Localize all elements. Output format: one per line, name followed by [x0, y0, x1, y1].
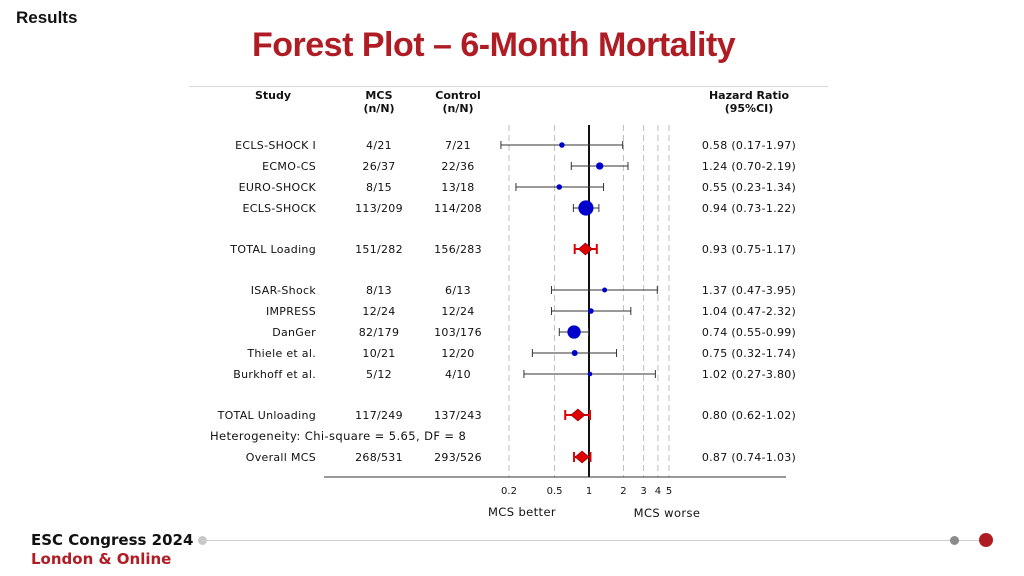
- mcs-count: 26/37: [362, 160, 395, 173]
- mcs-count: 113/209: [355, 202, 403, 215]
- x-label-left: MCS better: [488, 505, 556, 519]
- mcs-count: 4/21: [366, 139, 392, 152]
- mcs-count: 8/15: [366, 181, 392, 194]
- study-point: [571, 350, 578, 356]
- study-label: ISAR-Shock: [251, 284, 317, 297]
- heterogeneity-text: Heterogeneity: Chi-square = 5.65, DF = 8: [210, 429, 466, 443]
- mcs-count: 268/531: [355, 451, 403, 464]
- pooled-diamond: [570, 408, 586, 422]
- hazard-ratio-text: 0.80 (0.62-1.02): [702, 409, 796, 422]
- study-label: ECLS-SHOCK I: [235, 139, 316, 152]
- hazard-ratio-text: 0.94 (0.73-1.22): [702, 202, 796, 215]
- study-label: ECMO-CS: [262, 160, 316, 173]
- footer-location: London & Online: [31, 550, 172, 568]
- hazard-ratio-text: 0.75 (0.32-1.74): [702, 347, 796, 360]
- x-tick-label: 0.5: [547, 486, 563, 497]
- study-point: [596, 162, 604, 170]
- control-count: 13/18: [441, 181, 474, 194]
- study-label: Overall MCS: [246, 451, 316, 464]
- mcs-count: 151/282: [355, 243, 403, 256]
- header-control-sub: (n/N): [442, 102, 473, 115]
- study-label: ECLS-SHOCK: [242, 202, 316, 215]
- study-label: TOTAL Unloading: [217, 409, 316, 422]
- hazard-ratio-text: 1.24 (0.70-2.19): [702, 160, 796, 173]
- control-count: 7/21: [445, 139, 471, 152]
- forest-plot-svg: Study MCS(n/N)Control(n/N)Hazard Ratio(95…: [210, 89, 796, 520]
- study-point: [567, 325, 581, 339]
- x-tick-label: 3: [640, 486, 646, 497]
- header-hazard-ratio: Hazard Ratio: [709, 89, 790, 102]
- control-count: 156/283: [434, 243, 482, 256]
- study-point: [578, 200, 594, 216]
- hazard-ratio-text: 0.93 (0.75-1.17): [702, 243, 796, 256]
- study-point: [556, 184, 563, 190]
- control-count: 293/526: [434, 451, 482, 464]
- x-tick-label: 0.2: [501, 486, 517, 497]
- footer-dot-middle: [950, 536, 959, 545]
- header-hazard-ratio-sub: (95%CI): [725, 102, 774, 115]
- study-point: [587, 371, 593, 377]
- hazard-ratio-text: 1.04 (0.47-2.32): [702, 305, 796, 318]
- mcs-count: 5/12: [366, 368, 392, 381]
- footer-dot-right: [979, 533, 993, 547]
- hazard-ratio-text: 1.02 (0.27-3.80): [702, 368, 796, 381]
- control-count: 12/20: [441, 347, 474, 360]
- hazard-ratio-text: 0.74 (0.55-0.99): [702, 326, 796, 339]
- study-label: Burkhoff et al.: [233, 368, 316, 381]
- control-count: 103/176: [434, 326, 482, 339]
- mcs-count: 12/24: [362, 305, 395, 318]
- footer-brand: ESC Congress 2024 London & Online: [31, 531, 193, 568]
- footer-congress: ESC Congress 2024: [31, 531, 194, 549]
- control-count: 22/36: [441, 160, 474, 173]
- forest-plot: Study MCS (n/N) Control (n/N) Hazard Ratio (95…: [189, 86, 828, 527]
- x-label-right: MCS worse: [634, 506, 701, 520]
- study-label: EURO-SHOCK: [239, 181, 317, 194]
- study-point: [602, 287, 608, 293]
- header-mcs-sub: (n/N): [363, 102, 394, 115]
- study-label: IMPRESS: [266, 305, 316, 318]
- study-point: [559, 142, 565, 148]
- control-count: 4/10: [445, 368, 471, 381]
- study-label: Thiele et al.: [246, 347, 316, 360]
- header-study: Study: [255, 89, 291, 102]
- x-tick-label: 4: [655, 486, 661, 497]
- hazard-ratio-text: 1.37 (0.47-3.95): [702, 284, 796, 297]
- mcs-count: 82/179: [359, 326, 400, 339]
- mcs-count: 8/13: [366, 284, 392, 297]
- study-label: DanGer: [272, 326, 316, 339]
- x-tick-label: 2: [620, 486, 626, 497]
- study-point: [588, 308, 594, 314]
- x-tick-label: 5: [666, 486, 672, 497]
- x-tick-label: 1: [586, 486, 592, 497]
- section-label: Results: [16, 8, 78, 27]
- header-control: Control: [435, 89, 480, 102]
- hazard-ratio-text: 0.87 (0.74-1.03): [702, 451, 796, 464]
- pooled-diamond: [577, 242, 593, 256]
- hazard-ratio-text: 0.55 (0.23-1.34): [702, 181, 796, 194]
- study-label: TOTAL Loading: [229, 243, 316, 256]
- slide-title: Forest Plot – 6-Month Mortality: [252, 26, 736, 64]
- control-count: 6/13: [445, 284, 471, 297]
- mcs-count: 117/249: [355, 409, 403, 422]
- header-mcs: MCS: [365, 89, 392, 102]
- mcs-count: 10/21: [362, 347, 395, 360]
- control-count: 12/24: [441, 305, 474, 318]
- control-count: 114/208: [434, 202, 482, 215]
- control-count: 137/243: [434, 409, 482, 422]
- pooled-diamond: [574, 450, 590, 464]
- hazard-ratio-text: 0.58 (0.17-1.97): [702, 139, 796, 152]
- footer-rule: [202, 540, 984, 541]
